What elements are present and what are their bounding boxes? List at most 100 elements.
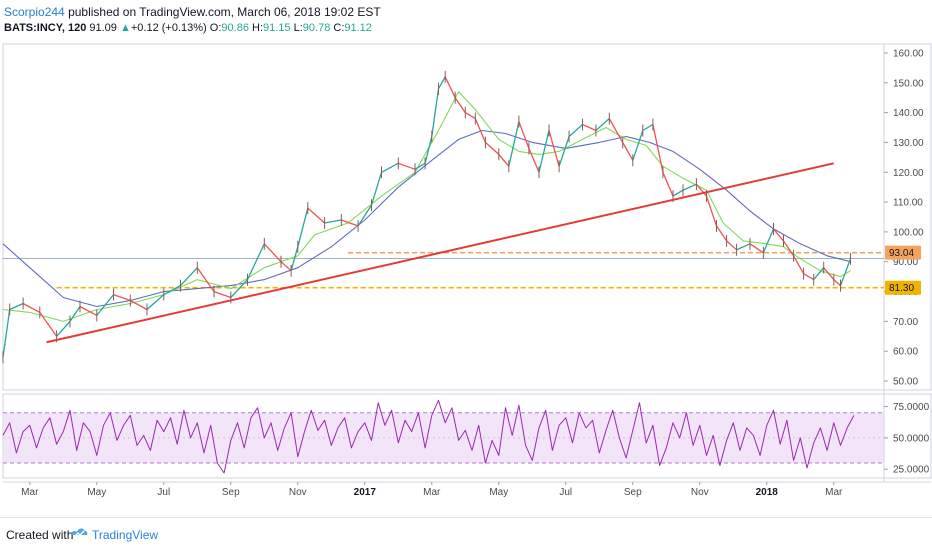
- close-value: 91.12: [344, 22, 372, 34]
- price-segment: [196, 267, 215, 292]
- price-segment: [297, 207, 309, 247]
- price-segment: [341, 219, 359, 227]
- x-tick-label: Jul: [559, 487, 572, 498]
- y-tick-label: 60.00: [893, 347, 918, 358]
- price-segment: [595, 118, 610, 131]
- high-label: H:: [252, 22, 263, 34]
- price-segment: [498, 153, 510, 167]
- x-tick-label: May: [87, 487, 106, 498]
- x-tick-label: Nov: [289, 487, 307, 498]
- chart-header: Scorpio244 published on TradingView.com,…: [0, 0, 932, 42]
- price-segment: [813, 267, 825, 281]
- price-segment: [672, 189, 684, 197]
- rsi-tick-label: 75.0000: [893, 402, 930, 413]
- price-segment: [508, 121, 520, 167]
- y-tick-label: 90.00: [893, 257, 918, 268]
- price-segment: [129, 299, 148, 311]
- price-segment: [381, 162, 399, 173]
- price-segment: [290, 246, 299, 271]
- x-tick-label: 2018: [756, 487, 779, 498]
- price-segment: [146, 294, 165, 310]
- price-segment: [622, 142, 634, 161]
- price-segment: [474, 118, 486, 143]
- price-segment: [180, 267, 198, 287]
- price-segment: [324, 219, 342, 224]
- x-tick-label: Sep: [624, 487, 642, 498]
- low-label: L:: [293, 22, 303, 34]
- y-tick-label: 140.00: [893, 108, 924, 119]
- footer-bar: Created with TradingView: [0, 517, 932, 551]
- support-tag: [885, 280, 921, 295]
- symbol-label[interactable]: BATS:INCY, 120: [4, 22, 87, 34]
- x-tick-label: Mar: [825, 487, 843, 498]
- rsi-tick-label: 25.0000: [893, 465, 930, 476]
- price-segment: [782, 240, 795, 257]
- rsi-tick-label: 50.0000: [893, 433, 930, 444]
- publish-line: Scorpio244 published on TradingView.com,…: [4, 5, 381, 19]
- ohlc-line: BATS:INCY, 120 91.09 ▲+0.12 (+0.13%) O:9…: [4, 22, 372, 34]
- price-segment: [280, 261, 292, 272]
- price-segment: [484, 141, 500, 155]
- price-segment: [632, 130, 644, 161]
- created-with-label: Created with: [6, 528, 74, 542]
- price-pane: [2, 43, 932, 391]
- price-segment: [568, 124, 583, 137]
- ema-fast-line: [2, 91, 851, 322]
- price-chart[interactable]: 160.00 150.00 140.00 130.00 120.00 110.00 100.…: [0, 42, 932, 517]
- price-segment: [263, 243, 282, 263]
- price-segment: [39, 312, 58, 337]
- support-label: 81.30: [889, 283, 914, 294]
- tradingview-logo-icon[interactable]: [70, 525, 88, 541]
- price-segment: [538, 130, 550, 173]
- y-tick-label: 120.00: [893, 168, 924, 179]
- open-value: 90.86: [221, 22, 249, 34]
- price-segment: [582, 123, 597, 132]
- price-segment: [454, 97, 466, 113]
- y-tick-label: 130.00: [893, 138, 924, 149]
- price-segment: [839, 258, 852, 286]
- price-segment: [113, 293, 131, 302]
- price-segment: [682, 183, 697, 191]
- price-segment: [96, 294, 115, 316]
- price-segment: [726, 240, 738, 251]
- y-tick-label: 70.00: [893, 317, 918, 328]
- price-segment: [715, 225, 728, 242]
- ema-slow-line: [2, 129, 851, 308]
- author-link[interactable]: Scorpio244: [4, 5, 65, 19]
- up-arrow-icon: ▲: [119, 22, 131, 34]
- price-segment: [652, 124, 664, 173]
- x-tick-label: May: [489, 487, 508, 498]
- price-segment: [548, 130, 560, 167]
- x-tick-label: Sep: [222, 487, 240, 498]
- tradingview-brand[interactable]: TradingView: [92, 528, 159, 542]
- low-value: 90.78: [302, 22, 331, 34]
- price-segment: [9, 302, 24, 311]
- x-tick-label: 2017: [354, 487, 377, 498]
- rsi-line: [2, 399, 855, 474]
- price-segment: [22, 302, 41, 313]
- y-tick-label: 100.00: [893, 227, 924, 238]
- price-segment: [793, 255, 805, 275]
- resistance-tag: [885, 245, 921, 260]
- price-segment: [56, 320, 71, 337]
- price-segment: [2, 309, 11, 358]
- price-segment: [307, 207, 326, 224]
- price-segment: [528, 148, 540, 173]
- price-segment: [736, 243, 751, 251]
- price-segment: [608, 118, 624, 143]
- change-value: +0.12 (+0.13%): [130, 22, 207, 34]
- y-tick-label: 50.00: [893, 377, 918, 388]
- x-tick-label: Jul: [157, 487, 170, 498]
- price-segment: [773, 228, 784, 242]
- price-segment: [762, 228, 775, 254]
- y-tick-label: 110.00: [893, 198, 923, 209]
- price-segment: [163, 285, 181, 296]
- y-tick-label: 150.00: [893, 78, 924, 89]
- price-segment: [424, 136, 433, 164]
- resistance-label: 93.04: [889, 248, 914, 259]
- trend-line: [46, 162, 834, 344]
- price-segment: [823, 267, 835, 281]
- price-segment: [398, 162, 416, 170]
- price-segment: [357, 204, 373, 227]
- price-segment: [558, 136, 570, 167]
